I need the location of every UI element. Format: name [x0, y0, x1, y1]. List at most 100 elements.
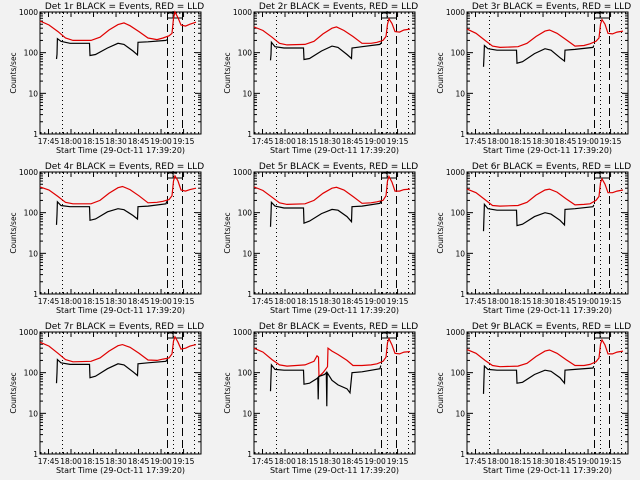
y-tick-label: 10 — [242, 409, 252, 418]
x-tick-label: 19:00 — [577, 137, 599, 146]
x-tick-label: 18:45 — [342, 137, 364, 146]
x-tick-label: 19:15 — [387, 137, 409, 146]
x-tick-label: 18:30 — [105, 297, 127, 306]
x-tick-label: 18:45 — [555, 137, 577, 146]
y-tick-label: 10 — [242, 89, 252, 98]
x-tick-label: 18:30 — [105, 137, 127, 146]
plot-frame — [253, 171, 416, 295]
y-tick-label: 100 — [24, 209, 39, 218]
y-tick-label: 10 — [28, 89, 38, 98]
panel-det-5: Det 5r BLACK = Events, RED = LLD 1 10 100 10… — [223, 162, 418, 315]
x-tick-label: 19:00 — [150, 137, 172, 146]
y-tick-label: 10 — [28, 409, 38, 418]
x-axis-label: Start Time (29-Oct-11 17:39:20) — [270, 306, 399, 315]
panel-det-2: Det 2r BLACK = Events, RED = LLD 1 10 100 10… — [223, 2, 418, 155]
y-tick-label: 1000 — [19, 328, 38, 337]
y-tick-label: 10 — [455, 409, 465, 418]
y-axis-label: Counts/sec — [436, 52, 445, 93]
x-tick-label: 19:00 — [577, 457, 599, 466]
x-tick-label: 19:00 — [150, 297, 172, 306]
y-tick-label: 1000 — [233, 168, 252, 177]
x-tick-label: 18:30 — [319, 137, 341, 146]
x-axis-label: Start Time (29-Oct-11 17:39:20) — [56, 306, 185, 315]
panel-title: Det 6r BLACK = Events, RED = LLD — [472, 162, 631, 172]
panel-title: Det 7r BLACK = Events, RED = LLD — [45, 322, 204, 332]
y-tick-label: 1 — [460, 130, 465, 139]
x-tick-label: 18:15 — [510, 297, 532, 306]
y-tick-label: 10 — [455, 89, 465, 98]
x-tick-label: 17:45 — [465, 297, 487, 306]
x-tick-label: 19:15 — [387, 457, 409, 466]
panel-det-3: Det 3r BLACK = Events, RED = LLD 1 10 100 10… — [436, 2, 631, 155]
x-tick-label: 18:00 — [60, 137, 82, 146]
x-tick-label: 18:00 — [487, 137, 509, 146]
x-tick-label: 19:15 — [173, 297, 195, 306]
plot-frame — [39, 331, 202, 455]
x-tick-label: 18:45 — [555, 457, 577, 466]
x-tick-label: 18:45 — [342, 457, 364, 466]
panel-det-8: Det 8r BLACK = Events, RED = LLD 1 10 100 10… — [223, 322, 418, 475]
y-tick-label: 1 — [33, 290, 38, 299]
lld-series-line — [466, 338, 624, 368]
x-axis-label: Start Time (29-Oct-11 17:39:20) — [483, 306, 612, 315]
y-tick-label: 100 — [238, 49, 253, 58]
y-axis-label: Counts/sec — [436, 372, 445, 413]
x-tick-label: 18:00 — [274, 137, 296, 146]
panel-det-6: Det 6r BLACK = Events, RED = LLD 1 10 100 10… — [436, 162, 631, 315]
events-series-line — [55, 358, 168, 384]
x-tick-label: 19:15 — [600, 137, 622, 146]
panel-title: Det 4r BLACK = Events, RED = LLD — [45, 162, 204, 172]
x-tick-label: 18:30 — [532, 297, 554, 306]
x-tick-label: 19:15 — [173, 137, 195, 146]
events-series-line — [55, 37, 168, 60]
y-tick-label: 1000 — [446, 328, 465, 337]
events-series-line — [482, 44, 595, 67]
x-tick-label: 18:00 — [274, 457, 296, 466]
x-tick-label: 18:30 — [105, 457, 127, 466]
panel-title: Det 1r BLACK = Events, RED = LLD — [45, 2, 204, 12]
panel-title: Det 3r BLACK = Events, RED = LLD — [472, 2, 631, 12]
y-tick-label: 1000 — [19, 168, 38, 177]
events-series-line — [269, 363, 382, 407]
y-tick-label: 10 — [28, 249, 38, 258]
y-tick-label: 1000 — [446, 8, 465, 17]
x-tick-label: 17:45 — [465, 137, 487, 146]
x-tick-label: 17:45 — [38, 137, 60, 146]
y-tick-label: 100 — [451, 49, 466, 58]
y-axis-label: Counts/sec — [223, 372, 232, 413]
y-tick-label: 100 — [238, 209, 253, 218]
y-tick-label: 1000 — [233, 8, 252, 17]
x-tick-label: 19:15 — [173, 457, 195, 466]
y-axis-label: Counts/sec — [436, 212, 445, 253]
x-tick-label: 18:30 — [532, 137, 554, 146]
y-axis-label: Counts/sec — [9, 212, 18, 253]
y-tick-label: 100 — [24, 369, 39, 378]
lld-series-line — [39, 335, 197, 363]
x-axis-label: Start Time (29-Oct-11 17:39:20) — [483, 146, 612, 155]
x-tick-label: 18:15 — [83, 457, 105, 466]
y-tick-label: 1 — [33, 450, 38, 459]
lld-series-line — [253, 337, 411, 378]
x-tick-label: 19:00 — [364, 297, 386, 306]
x-tick-label: 18:15 — [297, 137, 319, 146]
x-axis-label: Start Time (29-Oct-11 17:39:20) — [56, 146, 185, 155]
panel-title: Det 2r BLACK = Events, RED = LLD — [259, 2, 418, 12]
x-tick-label: 18:15 — [297, 297, 319, 306]
events-series-line — [482, 364, 595, 394]
x-tick-label: 19:15 — [600, 297, 622, 306]
lld-series-line — [466, 18, 624, 49]
x-tick-label: 19:15 — [600, 457, 622, 466]
x-tick-label: 17:45 — [465, 457, 487, 466]
lld-series-line — [466, 177, 624, 207]
x-tick-label: 19:00 — [364, 457, 386, 466]
events-series-line — [482, 202, 595, 232]
panel-title: Det 8r BLACK = Events, RED = LLD — [259, 322, 418, 332]
panel-title: Det 5r BLACK = Events, RED = LLD — [259, 162, 418, 172]
y-tick-label: 1 — [247, 130, 252, 139]
x-tick-label: 18:15 — [83, 137, 105, 146]
events-series-line — [269, 40, 382, 61]
x-tick-label: 19:00 — [577, 297, 599, 306]
panel-det-4: Det 4r BLACK = Events, RED = LLD 1 10 100 10… — [9, 162, 204, 315]
x-tick-label: 18:15 — [510, 457, 532, 466]
plot-frame — [39, 11, 202, 135]
